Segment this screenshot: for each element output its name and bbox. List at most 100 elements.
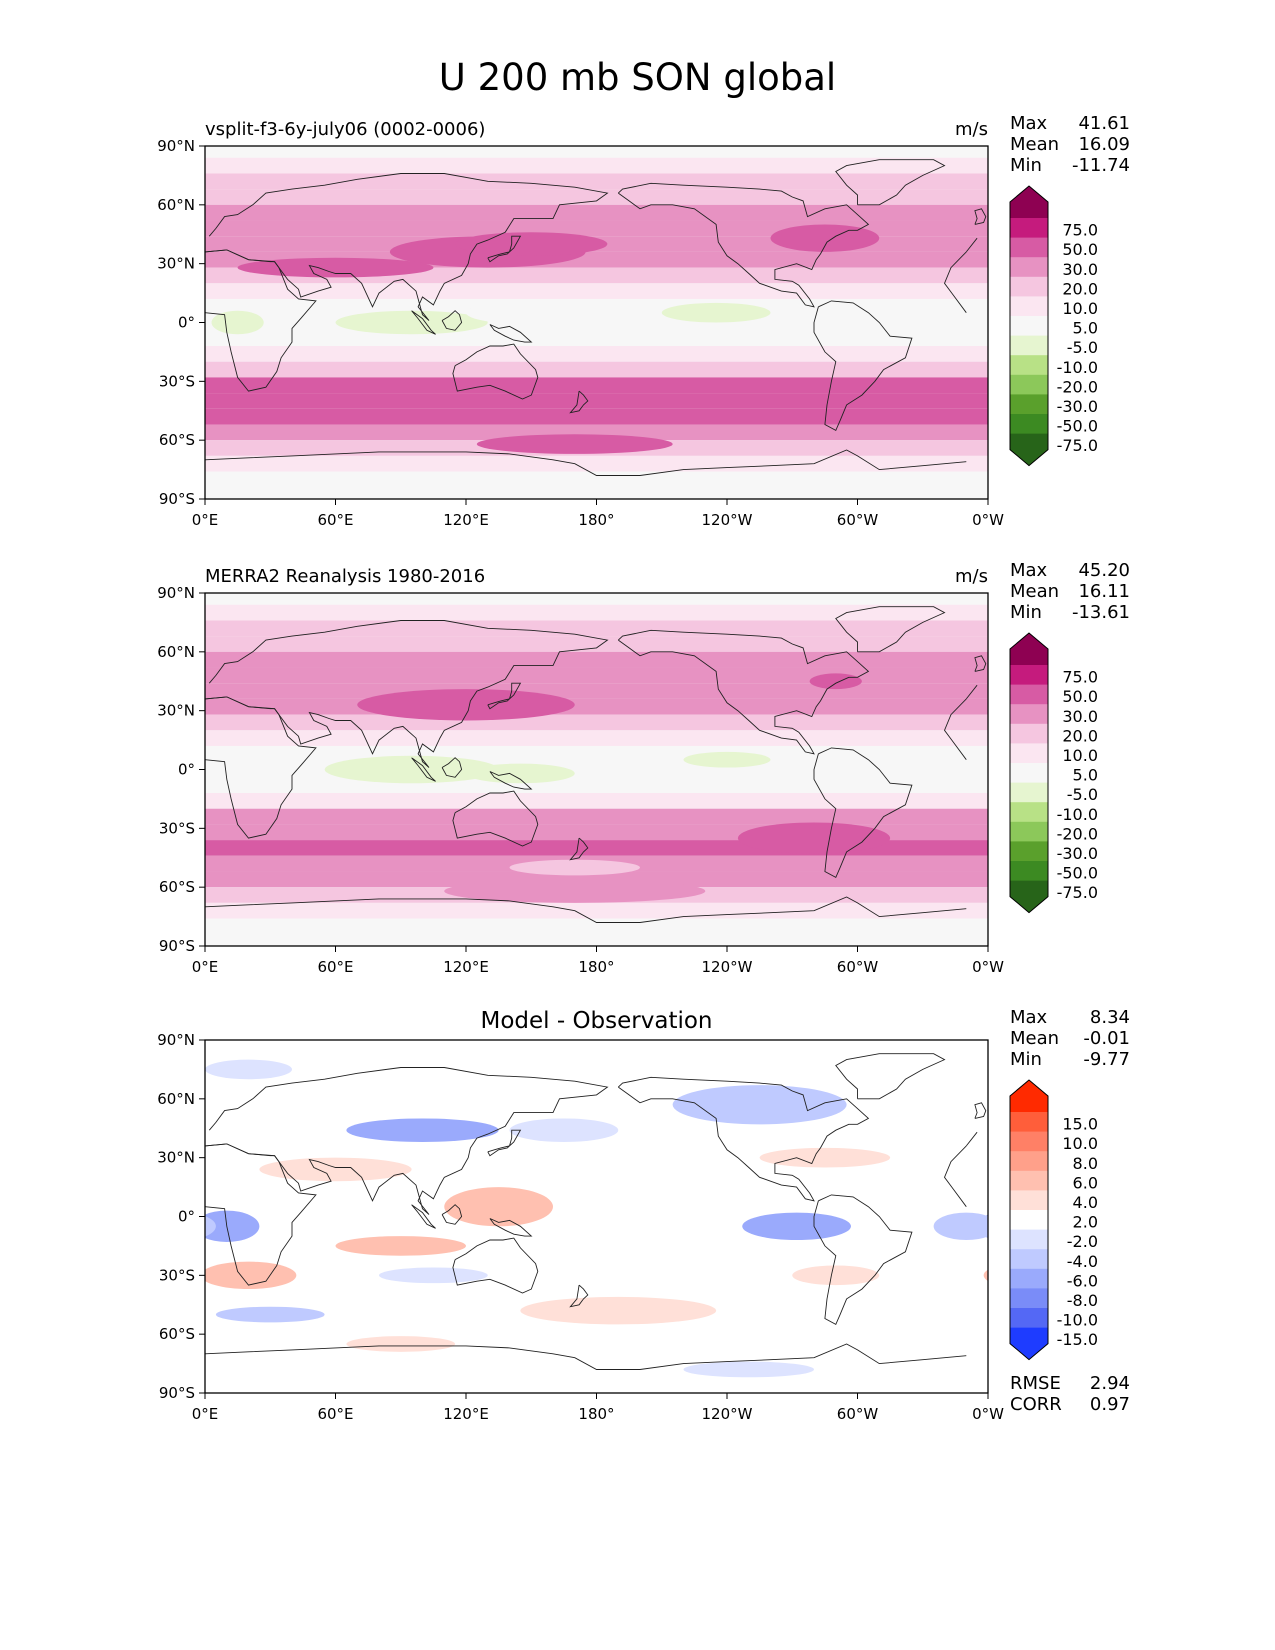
colorbar-label: -20.0 [1057,377,1098,396]
colorbar-label: -75.0 [1057,883,1098,902]
stat-value: -13.61 [1072,602,1130,623]
colorbar-label: 8.0 [1073,1154,1098,1173]
zonal-band [205,361,988,378]
x-tick-label: 120°W [702,511,753,529]
contour-region [683,751,771,768]
colorbar-segment [1010,316,1048,336]
zonal-band [205,808,988,825]
zonal-band [205,730,988,746]
colorbar-label: -6.0 [1067,1271,1098,1290]
units-label: m/s [955,119,988,140]
x-tick-label: 60°W [837,1405,879,1423]
y-tick-label: 30°S [159,372,195,390]
colorbar-label: -30.0 [1057,397,1098,416]
zonal-band [205,189,988,205]
colorbar-segment [1010,1249,1048,1270]
difference-panel: 0°E 60°E 120°E 180° 120°W 60°W 0°W 90°N 60°N 30°N… [157,1007,1130,1423]
y-tick-label: 90°S [159,1384,195,1402]
stat-label: Max [1010,113,1048,134]
coastline [487,682,522,710]
colorbar: 75.050.030.020.010.05.0-5.0-10.0-20.0-30… [1009,185,1098,467]
colorbar-label: -30.0 [1057,844,1098,863]
coastline [489,771,533,790]
coastline [205,449,967,476]
coastline [569,837,589,861]
colorbar-extend-min [1010,1327,1048,1360]
contour-region [520,1296,717,1325]
coastline [205,249,967,392]
coastline [835,1053,946,1100]
stat-value: 16.11 [1078,581,1130,602]
colorbar-segment [1010,665,1048,685]
colorbar-label: 15.0 [1062,1115,1098,1134]
coastline [411,310,436,335]
zonal-band [205,424,988,441]
colorbar-label: -5.0 [1067,785,1098,804]
colorbar-segment [1010,1308,1048,1328]
coastline [205,620,978,768]
coastline [487,235,522,263]
colorbar-segment [1010,723,1048,744]
coastline [569,1284,589,1308]
y-tick-label: 60°S [159,431,195,449]
contour-region [661,302,771,323]
contour-region [466,763,575,784]
zonal-band [205,593,988,605]
colorbar-extend-min [1010,880,1048,913]
colorbar-segment [1010,394,1048,415]
contour-region [259,1157,412,1182]
zonal-band [205,793,988,809]
colorbar-label: 2.0 [1073,1213,1098,1232]
zonal-band [205,761,988,778]
coastline [487,1129,522,1157]
panel-title: vsplit-f3-6y-july06 (0002-0006) [205,119,485,140]
coastline [489,324,533,343]
zonal-band [205,487,988,499]
colorbar-segment [1010,1170,1048,1191]
x-tick-label: 60°W [837,958,879,976]
colorbar-segment [1010,1210,1048,1230]
y-tick-label: 0° [178,761,195,779]
contour-region [346,1336,456,1352]
contour-region [205,1059,292,1080]
zonal-band [205,902,988,919]
y-tick-label: 30°S [159,819,195,837]
colorbar-label: 20.0 [1062,279,1098,298]
coastline [835,606,946,653]
x-tick-label: 60°E [317,958,353,976]
y-tick-label: 30°N [157,702,195,720]
colorbar-segment [1010,841,1048,862]
x-tick-label: 0°W [972,511,1004,529]
x-tick-label: 120°E [443,958,489,976]
coastline [569,390,589,414]
colorbar-label: -10.0 [1057,1311,1098,1330]
coastline [813,1194,913,1326]
contour-region [205,1261,297,1290]
y-tick-label: 0° [178,1208,195,1226]
colorbar-label: -15.0 [1057,1330,1098,1349]
colorbar-segment [1010,821,1048,842]
y-tick-label: 30°N [157,1149,195,1167]
zonal-band [205,777,988,794]
x-tick-label: 0°E [192,511,219,529]
colorbar-segment [1010,218,1048,238]
stat-value: -9.77 [1083,1049,1130,1070]
colorbar-segment [1010,1131,1048,1152]
colorbar-label: 75.0 [1062,221,1098,240]
colorbar-segment [1010,861,1048,881]
contour-region [792,1265,880,1286]
stat-label: Mean [1010,581,1059,602]
x-tick-label: 60°E [317,1405,353,1423]
contour-region [205,1210,260,1242]
zonal-band [205,146,988,158]
y-tick-label: 90°N [157,1031,195,1049]
coastline [452,343,539,400]
zonal-band [205,604,988,621]
zonal-band [205,455,988,472]
zonal-band [205,667,988,684]
colorbar-segment [1010,1268,1048,1289]
colorbar-segment [1010,296,1048,317]
contour-region [742,1212,851,1241]
zonal-band [205,157,988,174]
x-tick-label: 180° [578,1405,614,1423]
